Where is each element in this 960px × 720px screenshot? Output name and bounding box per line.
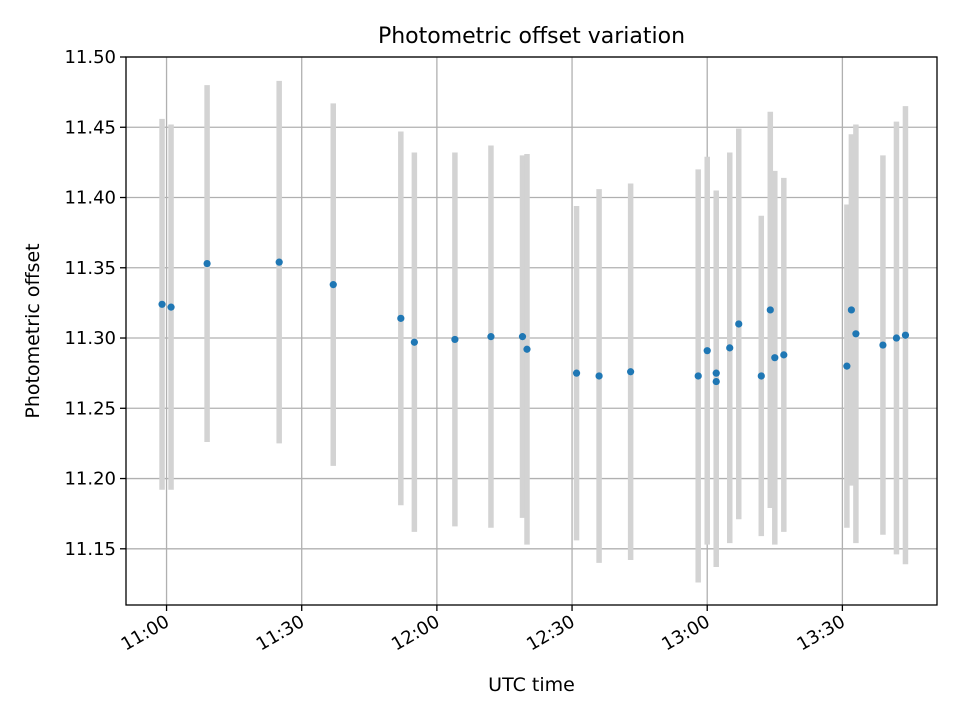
data-point	[712, 377, 720, 386]
y-tick-label: 11.25	[64, 398, 116, 419]
data-point	[572, 369, 581, 377]
data-point	[892, 334, 901, 342]
data-point	[518, 333, 527, 341]
y-tick-label: 11.35	[64, 258, 116, 279]
data-point	[167, 303, 175, 311]
data-point	[712, 369, 720, 377]
y-tick-label: 11.20	[64, 469, 116, 490]
data-point	[703, 347, 711, 355]
data-point	[780, 351, 788, 359]
y-tick-label: 11.40	[64, 188, 116, 209]
data-point	[852, 330, 860, 338]
data-point	[627, 368, 635, 376]
data-point	[766, 306, 774, 314]
y-tick-label: 11.30	[64, 328, 116, 349]
data-point	[901, 331, 910, 339]
y-axis-label: Photometric offset	[22, 243, 44, 418]
y-axis: 11.15 11.20 11.25 11.30 11.35 11.40 11.45 11.50	[64, 47, 126, 560]
data-points	[158, 258, 910, 386]
y-tick-label: 11.45	[64, 117, 116, 138]
data-point	[847, 306, 855, 314]
data-point	[843, 362, 851, 370]
data-point	[523, 345, 531, 353]
y-tick-label: 11.50	[64, 47, 116, 68]
data-point	[203, 259, 211, 268]
data-point	[757, 372, 765, 380]
data-point	[397, 314, 405, 322]
data-point	[694, 372, 702, 380]
data-point	[329, 281, 337, 289]
data-point	[595, 372, 603, 380]
data-point	[158, 300, 166, 308]
data-point	[410, 338, 418, 346]
data-point	[487, 333, 495, 341]
data-point	[726, 344, 734, 352]
chart-title: Photometric offset variation	[378, 24, 685, 49]
plot-area-background	[126, 57, 937, 605]
y-tick-label: 11.15	[64, 539, 116, 560]
data-point	[735, 320, 743, 328]
data-point	[879, 341, 887, 349]
data-point	[275, 258, 283, 266]
data-point	[771, 354, 779, 362]
plot-frame	[125, 56, 938, 606]
data-point	[451, 335, 459, 344]
x-axis-label: UTC time	[488, 674, 575, 696]
